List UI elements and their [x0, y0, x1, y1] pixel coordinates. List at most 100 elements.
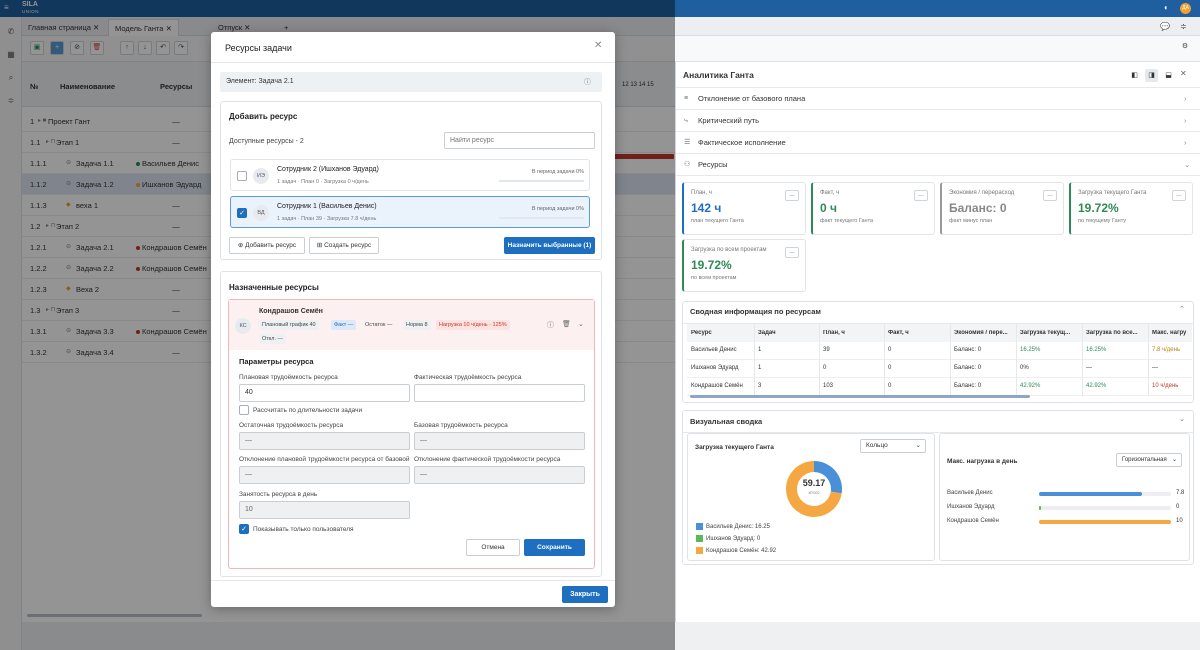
calc-checkbox[interactable]	[239, 405, 249, 415]
create-resource-button[interactable]: ⊞ Создать ресурс	[309, 237, 379, 254]
gantt-bar[interactable]	[614, 154, 674, 159]
layout-bottom-icon[interactable]: ⬓	[1165, 72, 1172, 79]
bar[interactable]	[1039, 520, 1171, 524]
chip-plan: Плановый график 40	[259, 320, 319, 330]
status-dot	[136, 267, 140, 271]
resource-period: В период задачи 0%	[531, 169, 584, 175]
delete-icon[interactable]: 🗑	[90, 41, 104, 55]
bar[interactable]	[1039, 492, 1142, 496]
search-icon[interactable]: ⌕	[8, 73, 14, 82]
table-header[interactable]: Загрузка по все...	[1086, 330, 1138, 336]
table-header[interactable]: Ресурс	[691, 330, 712, 336]
table-cell: 16.25%	[1020, 347, 1041, 353]
close-icon[interactable]: ✕	[1180, 69, 1187, 78]
donut-slice[interactable]	[814, 461, 842, 494]
chevron-right-icon: ›	[1184, 138, 1187, 147]
row-num: 1.3.1	[30, 327, 47, 336]
info-icon[interactable]: ⓘ	[547, 322, 554, 329]
settings-sliders-icon[interactable]: ≑	[7, 96, 15, 105]
show-users-checkbox[interactable]: ✓	[239, 524, 249, 534]
chat-icon[interactable]: 💬	[1160, 22, 1170, 31]
donut-total: 59.17	[802, 478, 826, 488]
table-header[interactable]: Макс. нагру	[1152, 330, 1187, 336]
bar[interactable]	[1039, 506, 1041, 510]
more-icon[interactable]: …	[1172, 190, 1186, 201]
delete-icon[interactable]: 🗑	[562, 321, 571, 328]
task-icon: ⊖	[66, 328, 72, 334]
apps-icon[interactable]: ▦	[7, 50, 15, 59]
table-header[interactable]: Факт, ч	[888, 330, 909, 336]
avatar[interactable]: ДА	[1180, 3, 1191, 14]
accordion-item[interactable]: ☰ Фактическое исполнение ›	[676, 132, 1200, 154]
table-header[interactable]: Экономия / пере...	[954, 330, 1008, 336]
table-cell: Васильев Денис	[691, 347, 737, 353]
resource-checkbox[interactable]	[237, 171, 247, 181]
save-icon[interactable]: ▣	[30, 41, 44, 55]
donut-slice[interactable]	[786, 461, 842, 517]
accordion-item[interactable]: ⤷ Критический путь ›	[676, 110, 1200, 132]
phone-icon[interactable]: ✆	[7, 27, 15, 36]
tab-vacation[interactable]: Отпуск ✕	[218, 23, 251, 32]
devfact-input: —	[414, 466, 585, 484]
table-header[interactable]: Загрузка текущ...	[1020, 330, 1071, 336]
redo-icon[interactable]: ↷	[174, 41, 188, 55]
bar-label: Васильев Денис	[947, 490, 993, 496]
tab-home[interactable]: Главная страница ✕	[28, 23, 100, 32]
chevron-down-icon[interactable]: ⌄	[1179, 416, 1185, 423]
resource-option[interactable]: ИЭ Сотрудник 2 (Ишханов Эдуард) 1 задач · …	[230, 159, 590, 191]
h-scrollbar[interactable]	[690, 395, 1030, 398]
link-icon[interactable]: ⊘	[70, 41, 84, 55]
resource-checkbox[interactable]: ✓	[237, 208, 247, 218]
table-cell: 0	[888, 383, 892, 389]
accordion-item[interactable]: ⚇ Ресурсы ⌄	[676, 154, 1200, 176]
more-icon[interactable]: …	[785, 247, 799, 258]
table-cell: 10 ч/день	[1152, 383, 1179, 389]
more-icon[interactable]: …	[785, 190, 799, 201]
chart-type-select[interactable]: Кольцо ⌄	[860, 439, 926, 453]
table-header[interactable]: Задач	[758, 330, 776, 336]
more-icon[interactable]: …	[914, 190, 928, 201]
chevron-up-icon[interactable]: ⌃	[1179, 306, 1185, 313]
chevron-down-icon[interactable]: ⌄	[578, 321, 584, 328]
move-up-icon[interactable]: ↑	[120, 41, 134, 55]
busy-input[interactable]: 10	[239, 501, 410, 519]
menu-icon[interactable]: ≡	[4, 3, 9, 12]
kpi-subtitle: факт минус план	[949, 218, 993, 224]
donut-title: Загрузка текущего Ганта	[695, 444, 774, 451]
close-button[interactable]: Закрыть	[562, 586, 608, 603]
row-num: 1.2.2	[30, 264, 47, 273]
gear-icon[interactable]: ⚙	[1181, 43, 1189, 50]
add-icon[interactable]: +	[50, 41, 64, 55]
more-icon[interactable]: …	[1043, 190, 1057, 201]
undo-icon[interactable]: ↶	[156, 41, 170, 55]
add-resource-button[interactable]: ⊕ Добавить ресурс	[229, 237, 305, 254]
assign-selected-button[interactable]: Назначить выбранные (1)	[504, 237, 595, 254]
app-logo: SILA UNION	[22, 1, 39, 14]
add-tab-button[interactable]: +	[284, 23, 289, 32]
fact-input[interactable]	[414, 384, 585, 402]
save-button[interactable]: Сохранить	[524, 539, 585, 556]
layout-right-icon[interactable]: ◨	[1145, 69, 1158, 82]
orientation-select[interactable]: Горизонтальная ⌄	[1116, 453, 1182, 467]
table-header[interactable]: План, ч	[823, 330, 845, 336]
element-label: Элемент: Задача 2.1	[226, 78, 294, 85]
tab-gantt[interactable]: Модель Ганта ✕	[108, 19, 179, 36]
plan-input[interactable]: 40	[239, 384, 410, 402]
row-resource: —	[172, 222, 180, 231]
row-name: Этап 3	[56, 306, 80, 315]
accordion-item[interactable]: ≡ Отклонение от базового плана ›	[676, 88, 1200, 110]
layout-left-icon[interactable]: ◧	[1131, 72, 1138, 79]
move-down-icon[interactable]: ↓	[138, 41, 152, 55]
info-icon[interactable]: ⓘ	[584, 79, 591, 86]
row-resource: Кондрашов Семён	[142, 243, 207, 252]
h-scrollbar[interactable]	[27, 614, 202, 617]
cancel-button[interactable]: Отмена	[466, 539, 520, 556]
resource-option[interactable]: ✓ ВД Сотрудник 1 (Васильев Денис) 1 задач ·…	[230, 196, 590, 228]
table-cell: 42.92%	[1086, 383, 1107, 389]
filter-icon[interactable]: ≑	[1180, 22, 1187, 31]
resource-search-input[interactable]	[444, 132, 595, 149]
theme-icon[interactable]: ◐	[1164, 3, 1169, 12]
close-icon[interactable]: ✕	[594, 40, 603, 51]
devplan-label: Отклонение плановой трудоёмкости ресурса…	[239, 456, 410, 463]
legend-label: Кондрашов Семён	[706, 548, 758, 555]
